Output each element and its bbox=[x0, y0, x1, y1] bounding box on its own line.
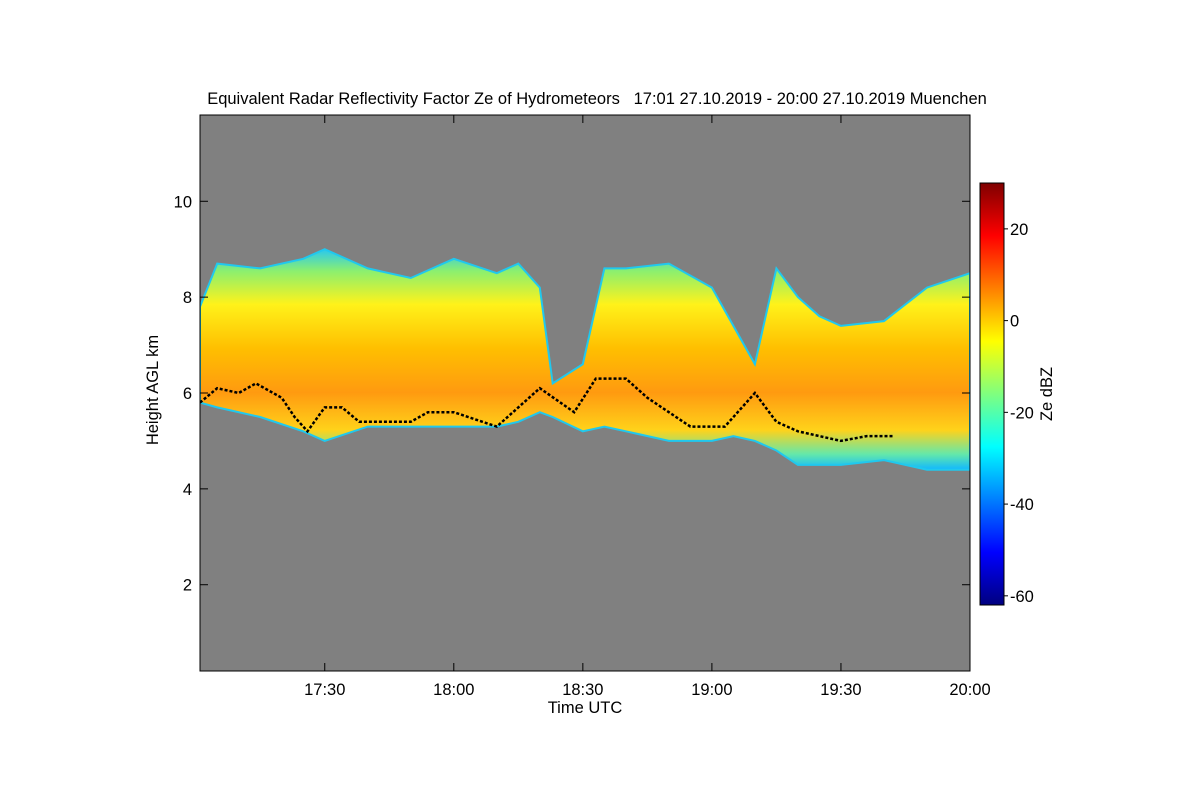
colorbar-tick-label: -60 bbox=[1010, 588, 1034, 606]
x-axis-label: Time UTC bbox=[548, 699, 623, 717]
x-axis: 17:30 18:00 18:30 19:00 19:30 20:00 bbox=[304, 115, 991, 699]
x-tick-label: 17:30 bbox=[304, 681, 345, 699]
reflectivity-field bbox=[200, 248, 970, 471]
y-axis-label: Height AGL km bbox=[144, 335, 162, 445]
y-tick-label: 10 bbox=[174, 193, 192, 211]
y-tick-label: 6 bbox=[183, 385, 192, 403]
x-tick-label: 18:00 bbox=[433, 681, 474, 699]
melting-layer-line bbox=[200, 377, 893, 443]
x-tick-label: 19:30 bbox=[820, 681, 861, 699]
y-tick-label: 4 bbox=[183, 481, 192, 499]
melting-layer-path bbox=[200, 377, 893, 443]
cloud-band bbox=[200, 248, 970, 471]
colorbar-label: Ze dBZ bbox=[1038, 367, 1056, 421]
colorbar-ticks: -60 -40 -20 0 20 bbox=[1004, 221, 1034, 606]
x-tick-label: 18:30 bbox=[562, 681, 603, 699]
x-tick-label: 19:00 bbox=[691, 681, 732, 699]
x-tick-label: 20:00 bbox=[949, 681, 990, 699]
colorbar-tick-label: 0 bbox=[1010, 313, 1019, 331]
y-axis: 2 4 6 8 10 bbox=[174, 193, 970, 595]
y-tick-label: 8 bbox=[183, 289, 192, 307]
colorbar bbox=[979, 182, 1005, 606]
colorbar-tick-label: -40 bbox=[1010, 496, 1034, 514]
colorbar-tick-label: 20 bbox=[1010, 221, 1028, 239]
y-tick-label: 2 bbox=[183, 577, 192, 595]
chart-title: Equivalent Radar Reflectivity Factor Ze … bbox=[207, 90, 987, 108]
colorbar-tick-label: -20 bbox=[1010, 404, 1034, 422]
